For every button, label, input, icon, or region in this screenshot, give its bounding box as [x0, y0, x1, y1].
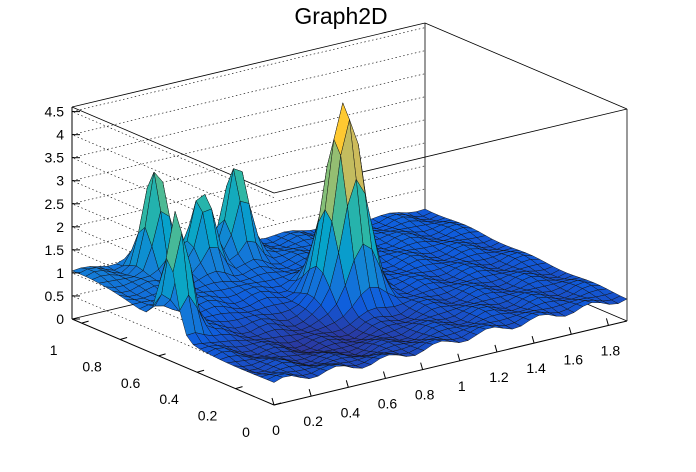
y-tick-label: 1 [50, 342, 58, 358]
x-tick-mark [420, 362, 424, 370]
x-tick-label: 1 [458, 378, 466, 394]
x-tick-label: 1.4 [526, 360, 546, 376]
x-tick-mark [271, 397, 275, 406]
x-tick-label: 1.6 [564, 351, 584, 367]
z-tick-label: 0 [56, 311, 64, 327]
y-tick-mark [196, 369, 205, 373]
y-tick-mark [158, 353, 166, 357]
z-tick-label: 2 [56, 219, 64, 235]
z-tick-label: 0.5 [45, 288, 65, 304]
y-tick-mark [81, 320, 89, 324]
x-tick-mark [457, 353, 461, 361]
y-axis-line [71, 318, 275, 406]
x-tick-mark [568, 327, 572, 335]
x-axis-line [273, 320, 628, 406]
x-tick-label: 0 [272, 422, 280, 438]
x-tick-label: 0.6 [378, 395, 398, 411]
y-tick-label: 0 [242, 424, 250, 440]
surface-cell [266, 375, 284, 383]
y-tick-label: 0.2 [198, 408, 218, 424]
x-tick-label: 0.2 [303, 413, 323, 429]
x-tick-label: 1.8 [601, 342, 621, 358]
z-tick-label: 4.5 [45, 104, 65, 120]
x-tick-mark [605, 318, 609, 326]
x-tick-label: 0.8 [415, 387, 435, 403]
z-tick-label: 3.5 [45, 150, 65, 166]
axes [71, 107, 628, 406]
box-edge [424, 22, 628, 110]
y-tick-mark [235, 386, 243, 390]
surface-mesh [71, 102, 628, 383]
y-tick-label: 0.6 [121, 375, 141, 391]
z-gridline [71, 27, 426, 198]
x-tick-mark [382, 371, 386, 379]
x-tick-mark [345, 380, 349, 388]
z-tick-label: 1 [56, 265, 64, 281]
z-gridline [71, 50, 426, 221]
z-tick-label: 1.5 [45, 242, 65, 258]
tick-labels: 0 0.2 0.4 0.6 0.8 1 1.2 1.4 1.6 1.8 0 0.2 0.4 0.6 0.8 1… [45, 104, 621, 440]
z-tick-label: 3 [56, 173, 64, 189]
chart-title: Graph2D [294, 3, 387, 29]
x-tick-mark [494, 344, 498, 353]
y-tick-label: 0.8 [82, 358, 102, 374]
z-tick-label: 2.5 [45, 196, 65, 212]
box-edge [71, 22, 426, 108]
x-tick-label: 0.4 [341, 404, 361, 420]
y-tick-mark [119, 336, 128, 340]
y-tick-mark [273, 402, 282, 406]
x-tick-mark [308, 389, 312, 397]
y-tick-label: 0.4 [159, 391, 179, 407]
z-tick-label: 4 [56, 127, 64, 143]
x-tick-label: 1.2 [489, 369, 509, 385]
x-tick-mark [531, 335, 535, 344]
